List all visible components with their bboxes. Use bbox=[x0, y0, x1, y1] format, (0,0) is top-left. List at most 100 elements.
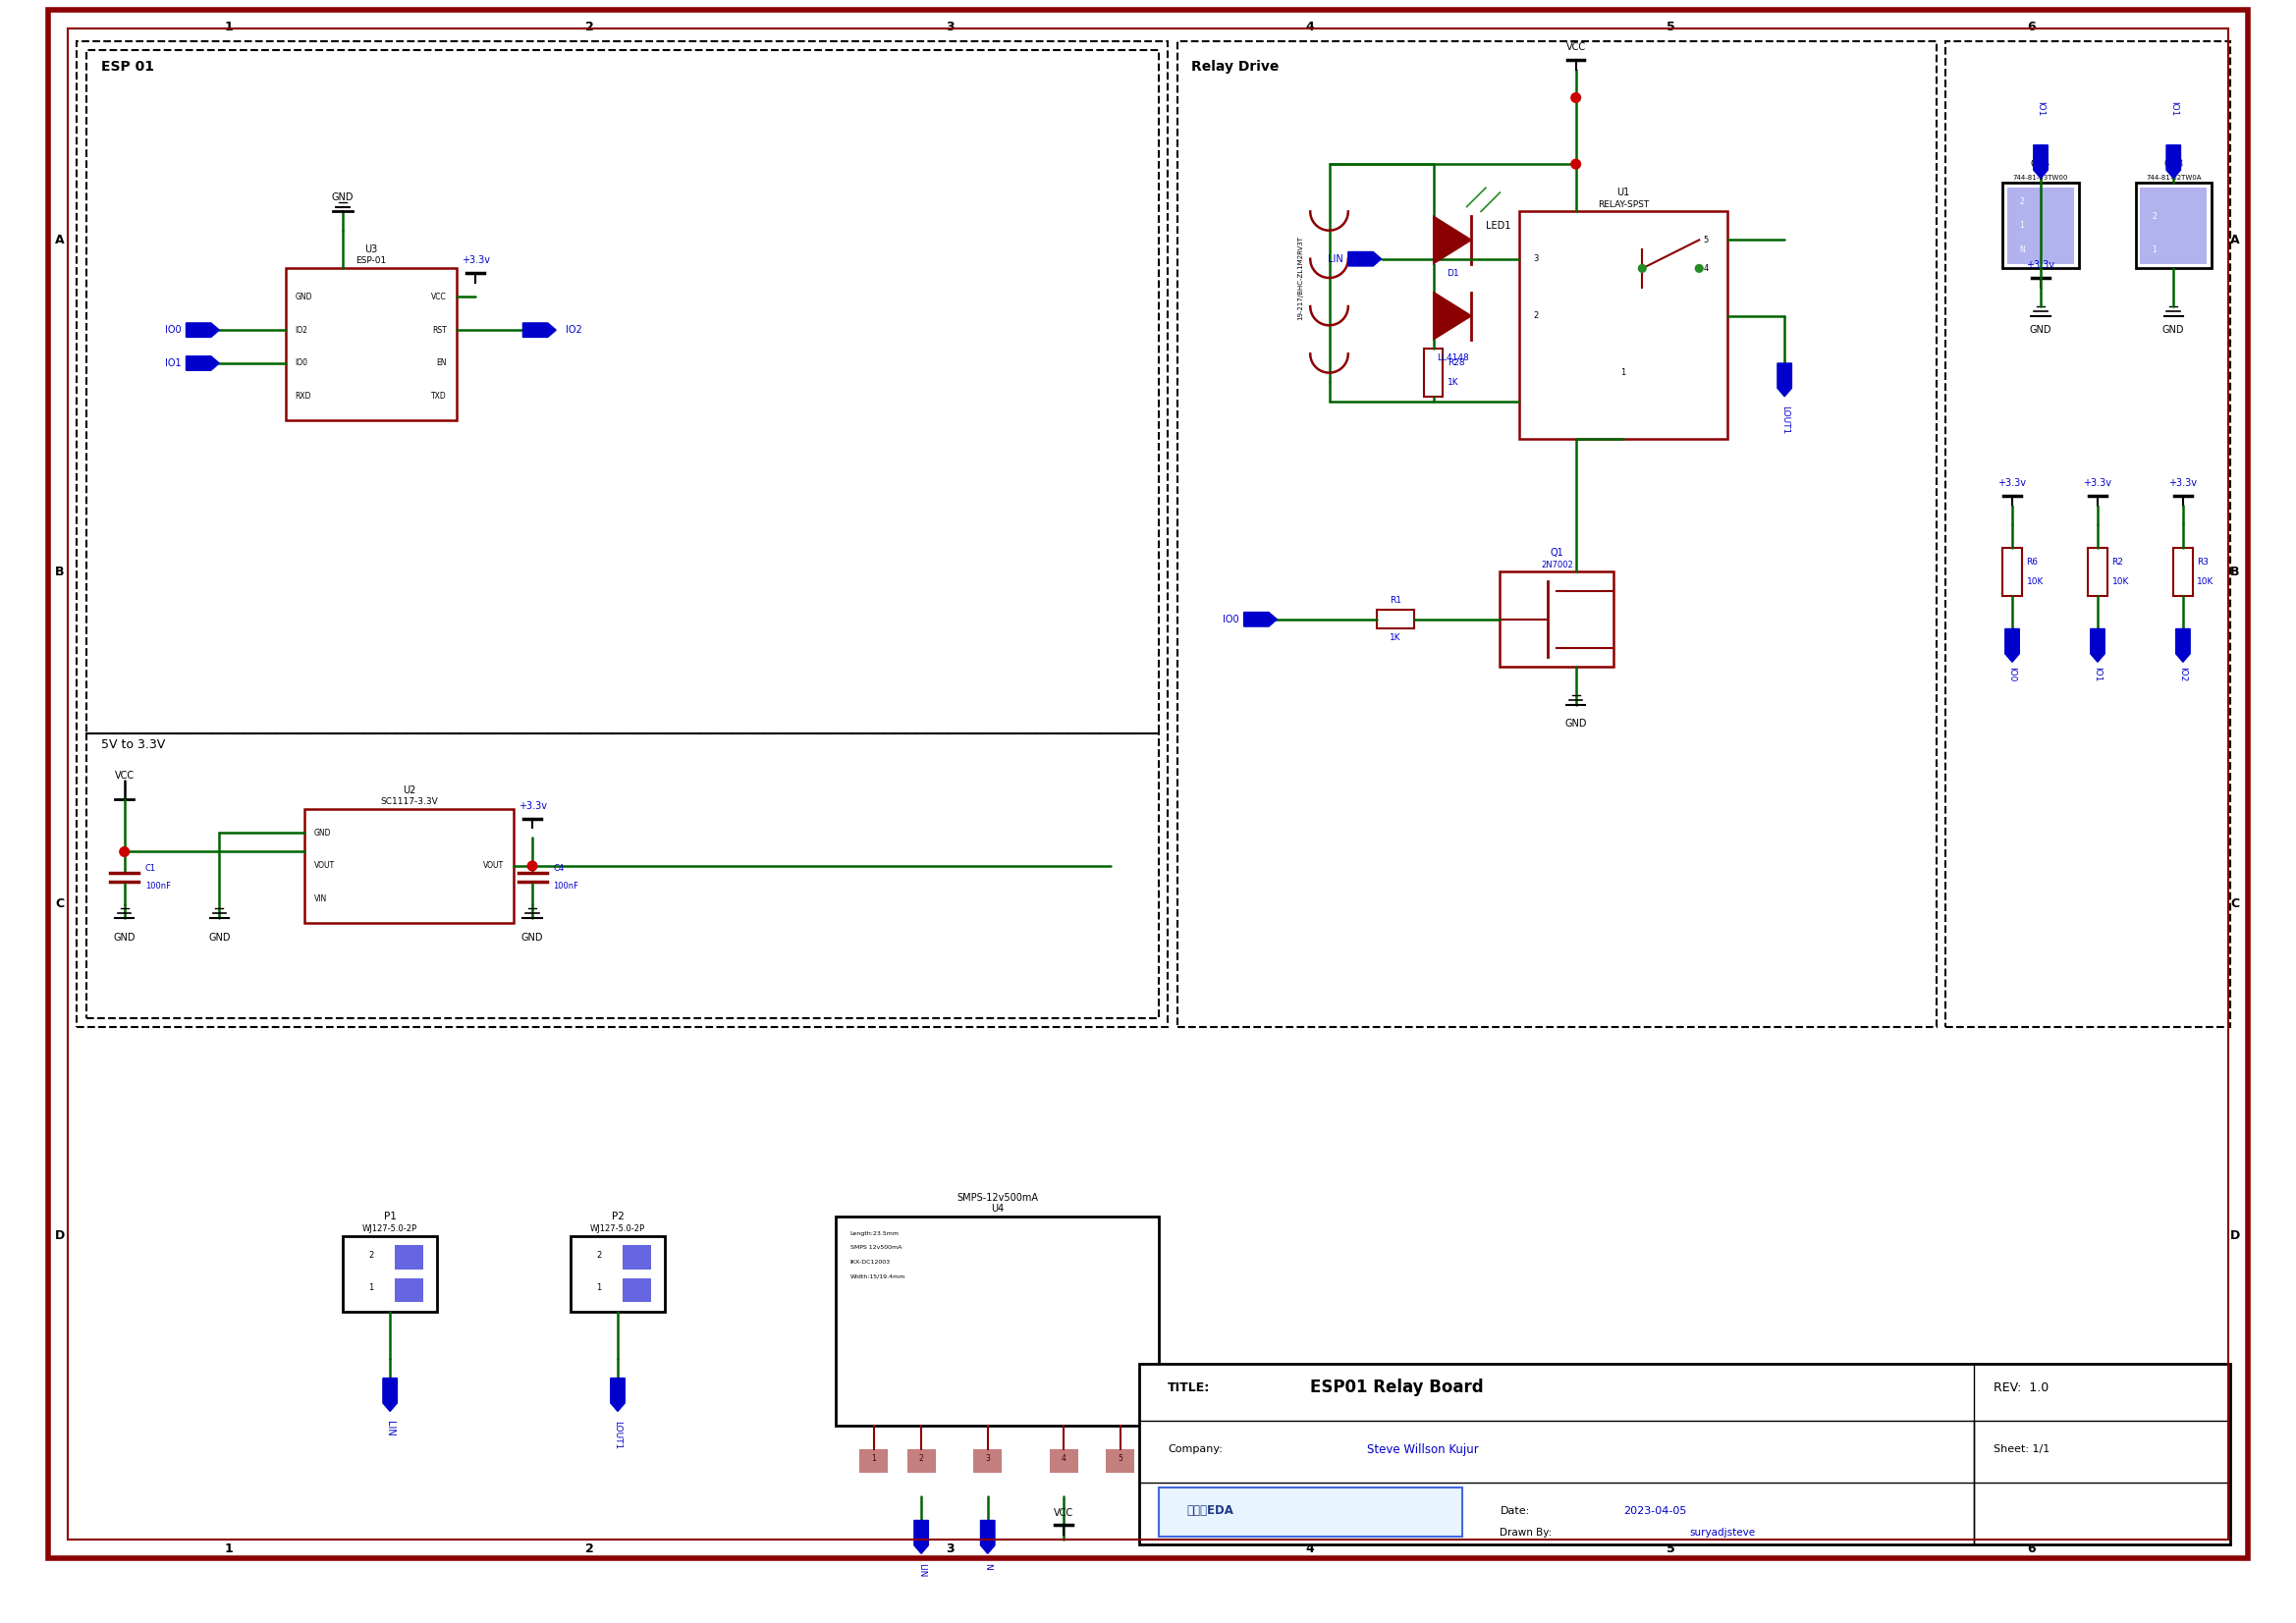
Text: +3.3v: +3.3v bbox=[2027, 261, 2055, 271]
Text: Width:15/19.4mm: Width:15/19.4mm bbox=[850, 1274, 905, 1279]
Text: GND: GND bbox=[209, 932, 230, 943]
Text: SMPS-12v500mA: SMPS-12v500mA bbox=[957, 1193, 1038, 1203]
Bar bbox=[907, 1449, 934, 1474]
Circle shape bbox=[119, 847, 129, 857]
Text: P1: P1 bbox=[383, 1212, 397, 1222]
Circle shape bbox=[1570, 159, 1580, 169]
Text: A: A bbox=[55, 234, 64, 247]
Polygon shape bbox=[2034, 144, 2048, 179]
Text: U3: U3 bbox=[365, 245, 377, 255]
Text: 1K: 1K bbox=[1389, 633, 1401, 643]
Text: 5: 5 bbox=[1118, 1454, 1123, 1462]
Text: 3: 3 bbox=[946, 19, 953, 32]
Bar bbox=[2135, 183, 2211, 268]
Text: C1: C1 bbox=[145, 863, 156, 873]
Text: 1: 1 bbox=[2151, 245, 2156, 253]
Text: 1: 1 bbox=[1621, 368, 1626, 377]
Text: 5V to 3.3V: 5V to 3.3V bbox=[101, 738, 165, 751]
Text: 1: 1 bbox=[872, 1454, 877, 1462]
Text: N: N bbox=[2018, 245, 2025, 253]
Text: IO1: IO1 bbox=[165, 359, 181, 368]
Text: suryadjsteve: suryadjsteve bbox=[1690, 1527, 1756, 1537]
Bar bbox=[285, 268, 457, 420]
Text: 2: 2 bbox=[367, 1250, 374, 1259]
Text: A: A bbox=[2229, 234, 2241, 247]
Text: 3: 3 bbox=[985, 1454, 990, 1462]
Bar bbox=[569, 1235, 666, 1311]
Text: Sheet: 1/1: Sheet: 1/1 bbox=[1993, 1444, 2050, 1454]
Text: IO2: IO2 bbox=[2179, 667, 2188, 682]
Text: D: D bbox=[55, 1230, 64, 1242]
Text: IO1: IO1 bbox=[2170, 102, 2179, 117]
Polygon shape bbox=[611, 1378, 625, 1412]
Polygon shape bbox=[186, 323, 220, 338]
Text: +3.3v: +3.3v bbox=[519, 802, 546, 812]
Bar bbox=[342, 1235, 439, 1311]
Text: +3.3v: +3.3v bbox=[461, 256, 489, 266]
Text: 100nF: 100nF bbox=[145, 881, 170, 891]
Text: 6: 6 bbox=[2027, 1542, 2037, 1555]
Text: WJ127-5.0-2P: WJ127-5.0-2P bbox=[590, 1224, 645, 1233]
Bar bbox=[2140, 188, 2206, 263]
Polygon shape bbox=[2004, 628, 2020, 662]
Text: 5: 5 bbox=[1704, 235, 1708, 245]
Text: C: C bbox=[2232, 898, 2239, 911]
Text: 2: 2 bbox=[1534, 312, 1538, 320]
Text: IO2: IO2 bbox=[296, 326, 308, 334]
Text: 嘉立创EDA: 嘉立创EDA bbox=[1187, 1505, 1233, 1518]
Text: P2: P2 bbox=[611, 1212, 625, 1222]
Text: 1: 1 bbox=[225, 1542, 234, 1555]
Text: LOUT1: LOUT1 bbox=[1779, 406, 1789, 435]
Bar bbox=[2002, 549, 2023, 596]
Text: N: N bbox=[983, 1563, 992, 1569]
Polygon shape bbox=[186, 355, 220, 370]
Text: GND: GND bbox=[2030, 325, 2053, 334]
Bar bbox=[974, 1449, 1001, 1474]
Text: REV:  1.0: REV: 1.0 bbox=[1993, 1381, 2048, 1394]
Bar bbox=[1159, 1487, 1463, 1537]
Text: R3: R3 bbox=[2197, 558, 2209, 566]
Text: 2: 2 bbox=[597, 1250, 602, 1259]
Bar bbox=[1520, 211, 1727, 440]
Text: 3: 3 bbox=[1534, 255, 1538, 263]
Text: VOUT: VOUT bbox=[482, 862, 503, 870]
Text: Drawn By:: Drawn By: bbox=[1499, 1527, 1552, 1537]
Polygon shape bbox=[2089, 628, 2105, 662]
Text: LOUT1: LOUT1 bbox=[613, 1420, 622, 1449]
Bar bbox=[1424, 349, 1442, 396]
Text: GND: GND bbox=[113, 932, 135, 943]
Bar bbox=[1178, 41, 1936, 1027]
Bar bbox=[2002, 183, 2078, 268]
Text: B: B bbox=[2229, 565, 2241, 578]
Text: Steve Willson Kujur: Steve Willson Kujur bbox=[1366, 1443, 1479, 1456]
Bar bbox=[395, 1245, 422, 1269]
Bar bbox=[1049, 1449, 1077, 1474]
Bar bbox=[395, 1279, 422, 1302]
Text: R28: R28 bbox=[1449, 359, 1465, 368]
Text: 100nF: 100nF bbox=[553, 881, 579, 891]
Bar bbox=[87, 734, 1159, 1018]
Text: IO1: IO1 bbox=[2094, 667, 2103, 682]
Bar bbox=[305, 808, 514, 923]
Text: ESP-01: ESP-01 bbox=[356, 256, 386, 266]
Text: Length:23.5mm: Length:23.5mm bbox=[850, 1232, 900, 1237]
Text: LED1: LED1 bbox=[1486, 221, 1511, 230]
Circle shape bbox=[1694, 265, 1704, 273]
Text: IO0: IO0 bbox=[2007, 667, 2016, 682]
Text: C: C bbox=[55, 898, 64, 911]
Bar bbox=[2087, 549, 2108, 596]
Text: IO0: IO0 bbox=[1224, 615, 1240, 625]
Text: 2N7002: 2N7002 bbox=[1541, 560, 1573, 570]
Text: 5: 5 bbox=[1667, 1542, 1676, 1555]
Text: CN3: CN3 bbox=[2163, 159, 2183, 169]
Text: IO1: IO1 bbox=[2037, 102, 2046, 117]
Text: Relay Drive: Relay Drive bbox=[1192, 60, 1279, 73]
Text: VCC: VCC bbox=[1054, 1508, 1075, 1518]
Text: LIN: LIN bbox=[916, 1563, 925, 1578]
Bar bbox=[78, 41, 1169, 1027]
Polygon shape bbox=[2177, 628, 2190, 662]
Text: VOUT: VOUT bbox=[315, 862, 335, 870]
Text: GND: GND bbox=[315, 828, 331, 837]
Bar bbox=[859, 1449, 889, 1474]
Bar bbox=[1107, 1449, 1134, 1474]
